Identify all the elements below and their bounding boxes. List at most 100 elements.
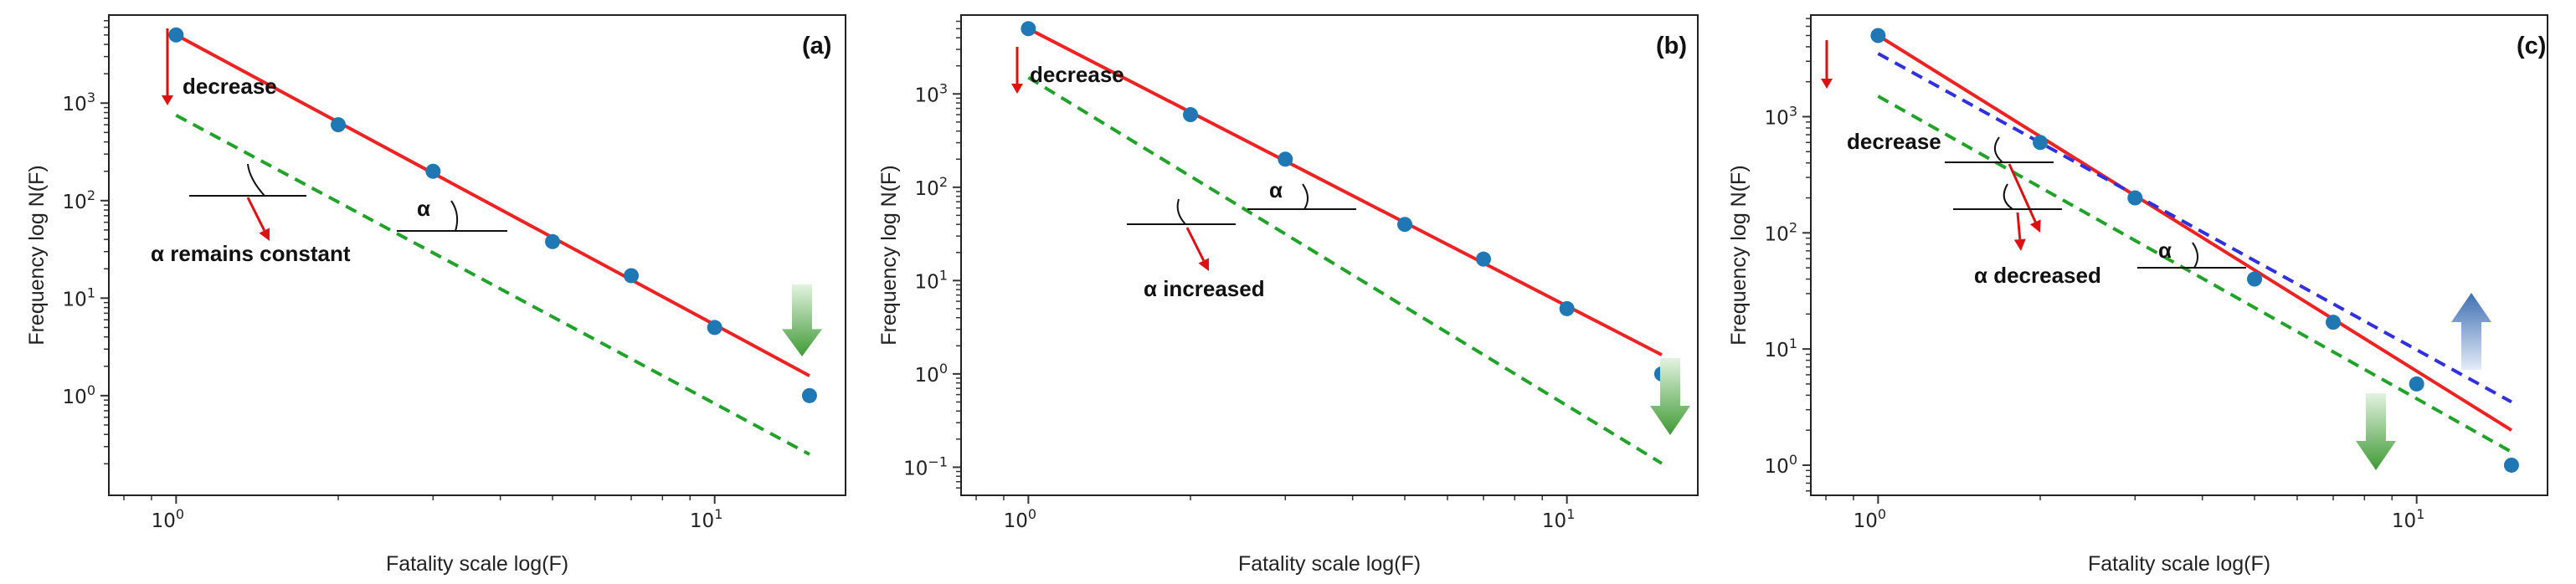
panel-tag: (c): [2517, 33, 2546, 59]
y-tick-base: 10: [63, 192, 87, 213]
alpha-note-arrow-shaft: [246, 197, 266, 232]
y-tick-label: 102: [1765, 219, 1797, 245]
x-tick-base: 10: [152, 510, 176, 532]
y-tick-base: 10: [63, 289, 87, 310]
x-tick-exponent: 0: [1028, 506, 1036, 522]
data-point: [2409, 376, 2424, 392]
alpha-note-arrow-head: [1198, 258, 1209, 271]
data-point: [2033, 135, 2049, 151]
y-tick-exponent: 0: [939, 361, 948, 377]
series-line-fit: [1027, 27, 1663, 356]
y-tick-exponent: −1: [928, 453, 948, 469]
data-point: [331, 117, 347, 133]
x-tick-label: 101: [1542, 506, 1575, 532]
y-tick-base: 10: [915, 85, 939, 106]
y-tick-base: 10: [1765, 340, 1789, 361]
data-point: [707, 320, 722, 336]
y-tick-exponent: 3: [87, 90, 95, 105]
alpha-note-label: α decreased: [1974, 263, 2101, 288]
alpha-note-arrow-head: [259, 228, 270, 241]
alpha-note-arrow-shaft: [2008, 163, 2037, 223]
data-point: [1870, 28, 1886, 44]
y-tick-label: 103: [63, 90, 95, 115]
y-axis-label: Frequency log N(F): [1727, 165, 1751, 345]
x-axis-label: Fatality scale log(F): [386, 552, 568, 576]
y-tick-label: 101: [1765, 336, 1797, 361]
series-line-shifted: [1877, 95, 2512, 453]
y-tick-exponent: 2: [939, 174, 948, 190]
series-line-fit: [1877, 33, 2512, 432]
data-point: [425, 163, 441, 179]
y-tick-base: 10: [915, 178, 939, 200]
x-tick-label: 100: [1004, 506, 1036, 532]
y-axis-label: Frequency log N(F): [877, 165, 901, 345]
x-tick-label: 101: [2392, 506, 2424, 532]
plot-frame: [960, 14, 1699, 496]
y-tick-exponent: 0: [1789, 452, 1797, 468]
y-tick-label: 103: [1765, 103, 1797, 129]
y-tick-exponent: 1: [939, 267, 948, 283]
panel-tag: (a): [802, 33, 831, 59]
decrease-arrow-head: [1011, 84, 1023, 94]
alpha-symbol-angle-arc: [450, 200, 459, 232]
data-point: [801, 387, 817, 403]
series-line-blue: [1877, 52, 2512, 404]
x-tick-base: 10: [2392, 510, 2416, 532]
alpha-symbol-angle-arc: [2192, 242, 2198, 269]
x-tick-label: 101: [690, 506, 722, 532]
x-axis-label: Fatality scale log(F): [2088, 552, 2270, 576]
y-tick-label: 100: [915, 361, 948, 387]
plot-frame: [108, 14, 846, 496]
y-axis-label: Frequency log N(F): [25, 165, 49, 345]
decrease-label: decrease: [1847, 129, 1941, 154]
y-tick-label: 102: [915, 174, 948, 200]
alpha-symbol-label: α: [2158, 238, 2172, 263]
shift-down-arrow: [1650, 358, 1690, 435]
series-line-fit: [175, 33, 810, 377]
y-tick-base: 10: [1765, 107, 1789, 129]
y-tick-exponent: 2: [1789, 219, 1797, 235]
x-tick-base: 10: [1004, 510, 1028, 532]
alpha-note-arrow-shaft: [1185, 227, 1206, 262]
x-tick-exponent: 1: [1566, 506, 1575, 522]
plot-frame: [1810, 14, 2548, 496]
alpha-symbol-label: α: [417, 196, 430, 221]
y-tick-base: 10: [63, 387, 87, 408]
decrease-arrow-head: [1821, 79, 1833, 89]
x-tick-exponent: 1: [2416, 506, 2424, 522]
y-tick-exponent: 0: [87, 382, 95, 398]
alpha-symbol-label: α: [1269, 177, 1283, 202]
y-tick-base: 10: [915, 271, 939, 293]
y-tick-exponent: 1: [1789, 336, 1797, 351]
y-tick-label: 102: [63, 187, 95, 213]
alpha-note-label: α remains constant: [151, 241, 351, 266]
y-tick-label: 10−1: [903, 453, 948, 479]
alpha-note-label: α increased: [1144, 276, 1265, 301]
y-tick-base: 10: [915, 365, 939, 387]
data-point: [1278, 151, 1293, 167]
x-tick-exponent: 0: [176, 506, 184, 522]
data-point: [624, 268, 640, 284]
decrease-label: decrease: [183, 74, 277, 99]
alpha-note-2-arrow-head: [2013, 238, 2026, 251]
y-tick-exponent: 1: [87, 284, 95, 300]
data-point: [1476, 251, 1492, 267]
data-point: [2503, 457, 2519, 473]
y-tick-exponent: 2: [87, 187, 95, 203]
y-tick-base: 10: [1765, 456, 1789, 478]
data-point: [1397, 217, 1413, 233]
x-tick-base: 10: [690, 510, 714, 532]
y-tick-exponent: 3: [1789, 103, 1797, 119]
shift-up-arrow: [2451, 293, 2491, 370]
x-tick-base: 10: [1854, 510, 1878, 532]
series-line-shifted: [1027, 75, 1663, 465]
shift-down-arrow: [782, 284, 822, 356]
shift-down-arrow: [2356, 393, 2396, 470]
x-axis-label: Fatality scale log(F): [1238, 552, 1421, 576]
data-point: [1183, 107, 1199, 123]
x-tick-label: 100: [152, 506, 184, 532]
x-tick-base: 10: [1542, 510, 1566, 532]
